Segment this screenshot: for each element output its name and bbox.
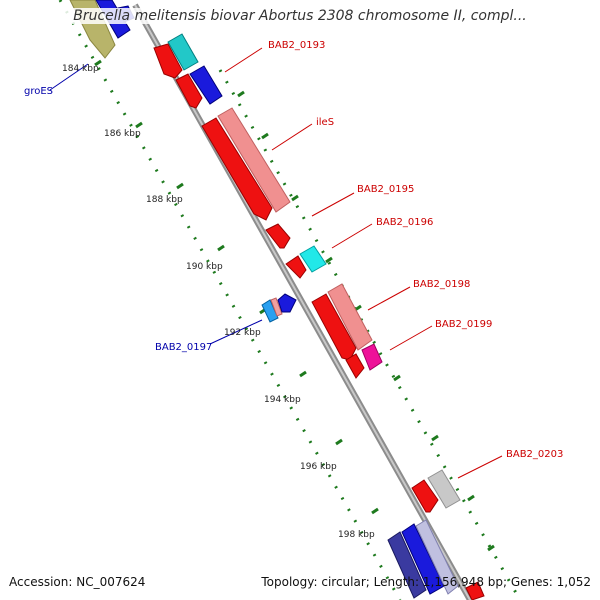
gene-block: [361, 343, 383, 371]
gene-label-bab2-0196[interactable]: BAB2_0196: [376, 217, 433, 228]
tick-label: 198 kbp: [338, 530, 375, 540]
outer-genes: [153, 33, 485, 600]
gene-block: [387, 531, 427, 599]
tick-marks: [94, 59, 495, 552]
label-leaders: [49, 47, 503, 479]
map-title: Brucella melitensis biovar Abortus 2308 …: [0, 8, 600, 24]
tick-label: 184 kbp: [62, 64, 99, 74]
tick-label: 190 kbp: [186, 262, 223, 272]
gene-label-groes[interactable]: groES: [24, 86, 53, 97]
gene-label-bab2-0203[interactable]: BAB2_0203: [506, 449, 563, 460]
tick-labels: 184 kbp 186 kbp 188 kbp 190 kbp 192 kbp …: [62, 64, 375, 540]
gene-block: [411, 479, 439, 513]
gene-label-bab2-0197[interactable]: BAB2_0197: [155, 342, 212, 353]
gene-label-bab2-0199[interactable]: BAB2_0199: [435, 319, 492, 330]
tick-label: 186 kbp: [104, 129, 141, 139]
outer-track-dotted: [218, 69, 522, 600]
gene-block: [285, 255, 307, 279]
gene-block: [265, 223, 291, 249]
gene-labels: groES BAB2_0193 ileS BAB2_0195 BAB2_0196…: [24, 40, 563, 460]
tick-label: 196 kbp: [300, 462, 337, 472]
gene-block: [345, 353, 365, 379]
gene-block: [277, 293, 297, 313]
gene-block: [153, 43, 183, 79]
gene-block: [175, 73, 203, 109]
gene-block: [167, 33, 199, 71]
gene-block: [270, 297, 283, 317]
tick-label: 194 kbp: [264, 395, 301, 405]
gene-label-bab2-0198[interactable]: BAB2_0198: [413, 279, 470, 290]
gene-block: [465, 581, 485, 600]
gene-label-iles[interactable]: ileS: [316, 117, 334, 128]
gene-block: [189, 65, 223, 105]
gene-block: [427, 469, 461, 509]
gene-label-bab2-0193[interactable]: BAB2_0193: [268, 40, 325, 51]
genome-summary-text: Topology: circular; Length: 1,156,948 bp…: [261, 575, 591, 589]
accession-text: Accession: NC_007624: [9, 575, 146, 589]
tick-label: 192 kbp: [224, 328, 261, 338]
gene-block: [201, 117, 273, 221]
tick-label: 188 kbp: [146, 195, 183, 205]
gene-block: [327, 283, 373, 351]
gene-block: [299, 245, 327, 273]
gene-block: [261, 299, 279, 323]
gene-label-bab2-0195[interactable]: BAB2_0195: [357, 184, 414, 195]
gene-block: [311, 293, 357, 361]
gene-block: [217, 107, 291, 213]
gene-block: [415, 519, 459, 595]
